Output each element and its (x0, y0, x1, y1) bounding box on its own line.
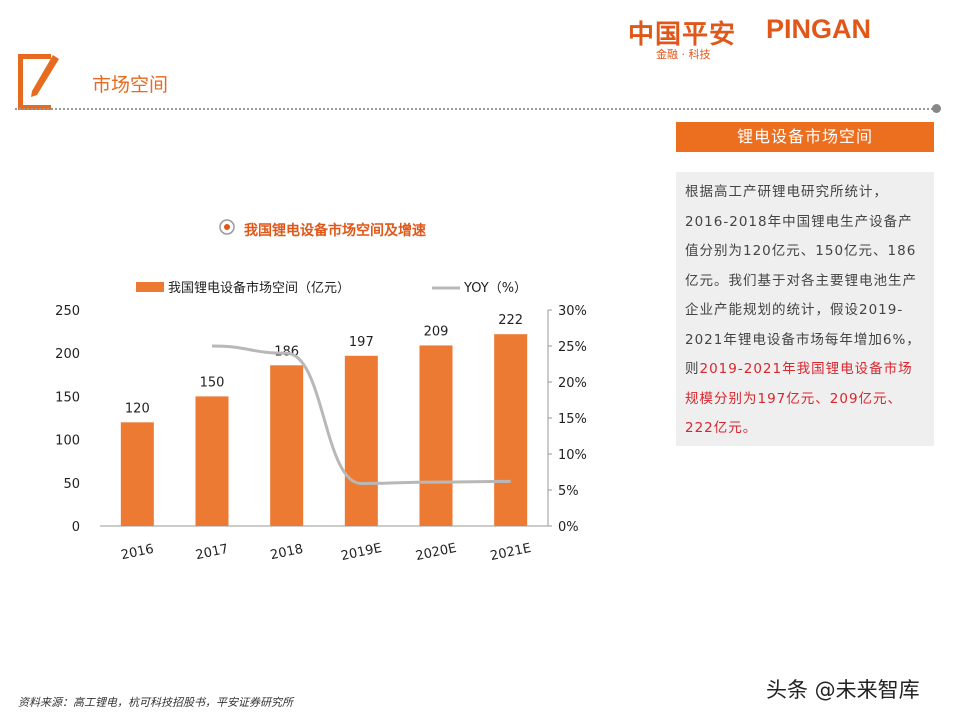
left-tick-label: 200 (55, 347, 80, 362)
divider-dot (932, 104, 941, 113)
right-tick-label: 25% (558, 340, 587, 355)
logo-chinese: 中国平安 (628, 20, 737, 50)
data-label: 222 (498, 313, 523, 328)
watermark: 头条 @未来智库 (766, 678, 920, 702)
x-tick-label: 2016 (120, 542, 155, 564)
legend-bar-swatch (136, 282, 164, 292)
side-header: 锂电设备市场空间 (676, 122, 934, 152)
bar (344, 355, 378, 526)
bar (120, 422, 154, 526)
target-icon (219, 219, 235, 235)
x-tick-label: 2019E (340, 541, 384, 564)
right-tick-label: 5% (558, 484, 579, 499)
side-text: 根据高工产研锂电研究所统计，2016-2018年中国锂电生产设备产值分别为120… (685, 184, 921, 377)
x-tick-label: 2018 (269, 542, 304, 564)
side-text-highlight: 2019-2021年我国锂电设备市场规模分别为197亿元、209亿元、222亿元… (685, 361, 913, 436)
pencil-note-icon (18, 54, 59, 110)
bar (270, 365, 304, 526)
bar (419, 345, 453, 526)
x-tick-label: 2020E (414, 541, 458, 564)
x-tick-label: 2021E (489, 541, 533, 564)
data-label: 120 (125, 401, 150, 416)
legend-bar-label: 我国锂电设备市场空间（亿元） (168, 280, 350, 296)
source-note: 资料来源：高工锂电，杭可科技招股书，平安证券研究所 (18, 696, 293, 709)
right-tick-label: 10% (558, 448, 587, 463)
right-tick-label: 20% (558, 376, 587, 391)
logo-english: PINGAN (766, 14, 872, 44)
left-tick-label: 100 (55, 434, 80, 449)
divider (15, 108, 933, 110)
yoy-line (211, 344, 511, 486)
chart-title: 我国锂电设备市场空间及增速 (244, 223, 426, 239)
side-text-box: 根据高工产研锂电研究所统计，2016-2018年中国锂电生产设备产值分别为120… (676, 172, 934, 446)
legend-line-label: YOY（%） (463, 281, 527, 296)
data-label: 150 (200, 375, 225, 390)
bar (195, 396, 229, 526)
logo-subtitle: 金融 · 科技 (656, 48, 711, 61)
x-tick-label: 2017 (194, 542, 229, 564)
right-tick-label: 30% (558, 304, 587, 319)
right-tick-label: 0% (558, 520, 579, 535)
data-label: 209 (424, 324, 449, 339)
data-label: 197 (349, 335, 374, 350)
left-tick-label: 50 (63, 477, 80, 492)
section-title: 市场空间 (92, 74, 169, 96)
bar (494, 334, 528, 526)
left-tick-label: 250 (55, 304, 80, 319)
right-tick-label: 15% (558, 412, 587, 427)
left-tick-label: 150 (55, 390, 80, 405)
left-tick-label: 0 (72, 520, 80, 535)
